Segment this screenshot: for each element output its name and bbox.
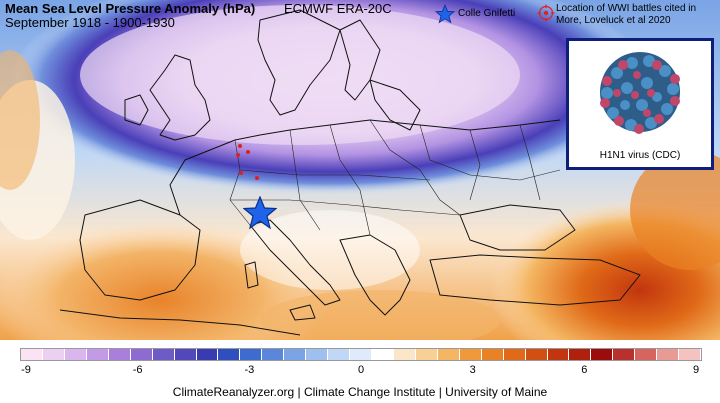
colorbar-cell [635, 349, 658, 360]
country-borders [229, 119, 561, 236]
colorbar-cell [569, 349, 592, 360]
colorbar-tick-label: -9 [21, 364, 31, 376]
colorbar-cell [174, 349, 197, 360]
legend-star-icon [435, 4, 455, 24]
colorbar-cell [393, 349, 416, 360]
colorbar-tick-label: 0 [357, 364, 365, 376]
battle-markers [236, 144, 259, 180]
colorbar-tick-label: -6 [132, 364, 143, 376]
colorbar-cell [437, 349, 460, 360]
h1n1-virus-illustration-icon [600, 52, 680, 134]
legend-target-icon [537, 4, 555, 22]
colorbar-tick-label: 6 [581, 364, 588, 376]
map-title: Mean Sea Level Pressure Anomaly (hPa) [5, 1, 256, 16]
battle-marker [238, 144, 242, 148]
credits: ClimateReanalyzer.org | Climate Change I… [172, 385, 548, 399]
colorbar-cell [328, 349, 351, 360]
colorbar-cell [613, 349, 636, 360]
colorbar-cell [240, 349, 263, 360]
legend-target-label: Location of WWI battles cited in More, L… [556, 3, 697, 26]
inset-caption: H1N1 virus (CDC) [599, 150, 681, 161]
colorbar-cell [86, 349, 109, 360]
colorbar-cell [547, 349, 570, 360]
colorbar-tick-label: -3 [244, 364, 255, 376]
colorbar-cell [481, 349, 504, 360]
colorbar-cell [525, 349, 548, 360]
battle-marker [239, 171, 243, 175]
colorbar-cell [21, 349, 43, 360]
colorbar-cell [350, 349, 372, 360]
battle-marker [246, 150, 250, 154]
legend-star-label: Colle Gnifetti [458, 8, 516, 19]
colorbar-cell [657, 349, 680, 360]
battle-marker [236, 153, 240, 157]
colorbar-cell [152, 349, 175, 360]
battle-marker [255, 176, 259, 180]
colle-gnifetti-star-icon [243, 196, 277, 230]
virus-inset: H1N1 virus (CDC) [566, 38, 714, 170]
colorbar-cell [262, 349, 285, 360]
colorbar-cell [196, 349, 219, 360]
colorbar-cell [372, 349, 394, 360]
colorbar-ticks: -9 -6 -3 0 3 6 9 [20, 364, 702, 380]
colorbar-cell [64, 349, 87, 360]
dataset-label: ECMWF ERA-20C [284, 1, 392, 16]
colorbar-tick-label: 9 [692, 364, 700, 376]
colorbar-cell [306, 349, 329, 360]
colorbar-cell [415, 349, 438, 360]
colorbar-cell [503, 349, 526, 360]
colorbar-cell [130, 349, 153, 360]
colorbar-cell [591, 349, 614, 360]
coastlines [59, 9, 641, 336]
colorbar-cell [218, 349, 241, 360]
colorbar-cell [42, 349, 65, 360]
colorbar-cell [284, 349, 307, 360]
colorbar [20, 348, 702, 361]
colorbar-tick-label: 3 [469, 364, 476, 376]
colorbar-cell [108, 349, 131, 360]
colorbar-cell [459, 349, 482, 360]
colorbar-cell [679, 349, 702, 360]
map-subtitle: September 1918 - 1900-1930 [5, 15, 175, 30]
